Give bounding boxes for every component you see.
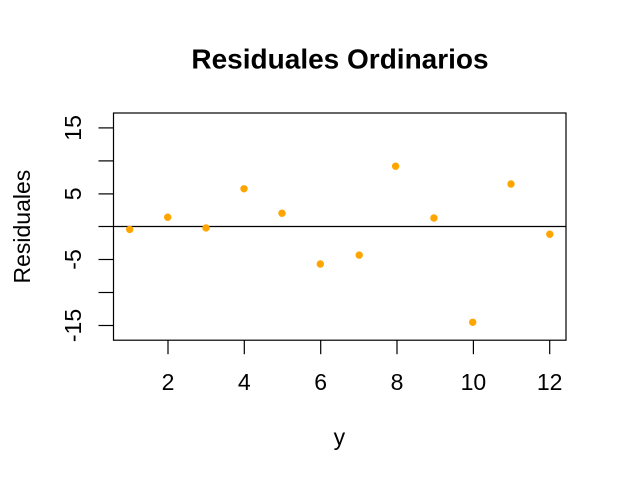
svg-text:15: 15 [60,115,86,141]
svg-text:Residuales Ordinarios: Residuales Ordinarios [191,44,488,75]
svg-text:4: 4 [238,369,251,395]
svg-text:2: 2 [162,369,175,395]
svg-text:Residuales: Residuales [9,170,35,284]
svg-text:8: 8 [391,369,404,395]
svg-text:6: 6 [314,369,327,395]
svg-text:5: 5 [60,188,86,201]
svg-text:-15: -15 [60,309,86,342]
svg-text:10: 10 [461,369,487,395]
svg-text:y: y [334,424,346,450]
svg-text:-5: -5 [60,249,86,269]
svg-text:12: 12 [537,369,563,395]
